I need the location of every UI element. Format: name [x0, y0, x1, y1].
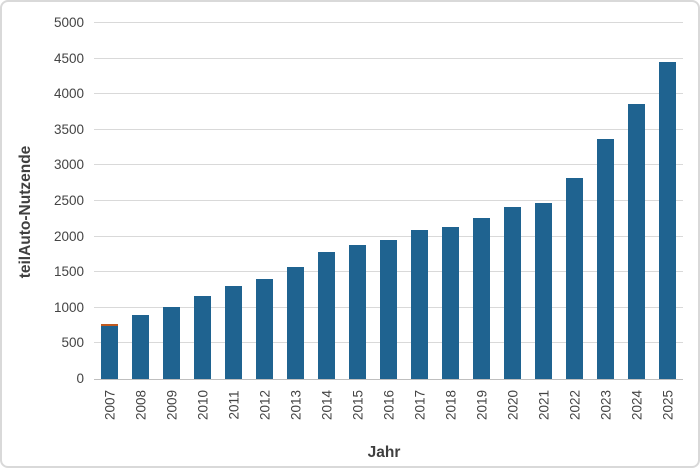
- y-tick-label-500: 500: [61, 335, 84, 351]
- y-tick-label-4000: 4000: [53, 86, 84, 102]
- x-tick-label-2017: 2017: [412, 389, 427, 421]
- bar-2011: [225, 285, 242, 379]
- x-tick-label-2015: 2015: [350, 389, 365, 421]
- x-axis-line: [94, 379, 683, 380]
- x-tick-label-2022: 2022: [567, 389, 582, 421]
- bar-2013: [287, 266, 304, 379]
- y-tick-label-4500: 4500: [53, 50, 84, 66]
- y-tick-label-1000: 1000: [53, 299, 84, 315]
- bar-2019: [473, 218, 490, 379]
- x-axis-title: Jahr: [367, 444, 401, 461]
- x-tick-label-2019: 2019: [474, 389, 489, 421]
- bar-2020: [504, 207, 521, 379]
- x-tick-label-2021: 2021: [536, 389, 551, 421]
- bar-2017: [411, 230, 428, 379]
- gridline-4000: [94, 93, 683, 95]
- bar-2010: [194, 296, 211, 379]
- x-tick-label-2011: 2011: [226, 390, 241, 420]
- x-tick-label-2014: 2014: [319, 389, 334, 421]
- gridline-3500: [94, 128, 683, 130]
- y-tick-label-3000: 3000: [53, 157, 84, 173]
- gridline-5000: [94, 22, 683, 23]
- gridline-4500: [94, 57, 683, 59]
- bar-2009: [163, 307, 180, 379]
- y-tick-label-5000: 5000: [53, 15, 84, 30]
- bar-2025: [659, 62, 676, 379]
- x-tick-label-2023: 2023: [598, 389, 613, 421]
- bar-2021: [535, 203, 552, 379]
- x-tick-label-2024: 2024: [629, 389, 644, 421]
- x-tick-label-2009: 2009: [164, 389, 179, 421]
- x-tick-label-2008: 2008: [133, 389, 148, 421]
- x-tick-label-2013: 2013: [288, 389, 303, 421]
- x-tick-label-2007: 2007: [102, 389, 117, 421]
- plot-area: [94, 22, 683, 380]
- x-tick-label-2018: 2018: [443, 389, 458, 421]
- x-tick-label-2016: 2016: [381, 389, 396, 421]
- y-tick-label-2500: 2500: [53, 193, 84, 208]
- y-tick-label-1500: 1500: [53, 264, 84, 280]
- gridline-2500: [94, 200, 683, 201]
- gridline-2000: [94, 235, 683, 237]
- bar-2012: [256, 279, 273, 379]
- x-tick-label-2020: 2020: [505, 389, 520, 421]
- bar-2008: [132, 314, 149, 379]
- y-tick-label-0: 0: [76, 371, 84, 386]
- bar-2018: [442, 226, 459, 379]
- x-tick-label-2010: 2010: [195, 389, 210, 421]
- y-tick-label-2000: 2000: [53, 228, 84, 244]
- bar-2014: [318, 251, 335, 379]
- x-tick-label-2025: 2025: [660, 389, 675, 421]
- bar-2023: [597, 139, 614, 379]
- bar-2007: [101, 324, 118, 379]
- bar-2024: [628, 104, 645, 379]
- bar-2015: [349, 245, 366, 379]
- bar-2016: [380, 240, 397, 379]
- y-tick-label-3500: 3500: [53, 121, 84, 137]
- gridline-3000: [94, 164, 683, 166]
- bar-top-cap-2007: [101, 324, 118, 327]
- bar-2022: [566, 177, 583, 379]
- x-tick-label-2012: 2012: [257, 389, 272, 421]
